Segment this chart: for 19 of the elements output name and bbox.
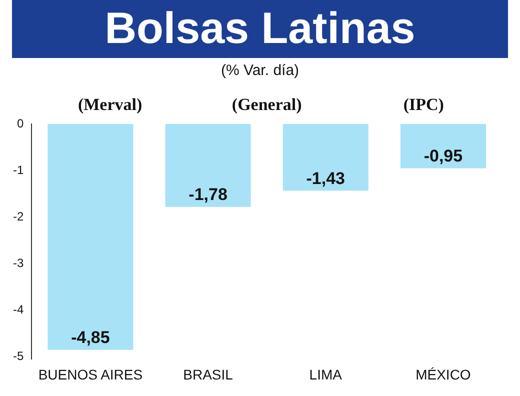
text: (General) — [232, 94, 302, 114]
x-tick-label: LIMA — [309, 366, 343, 382]
y-tick-label: -5 — [13, 349, 24, 364]
x-tick-label: BRASIL — [183, 366, 234, 382]
data-label: -0,95 — [424, 146, 463, 166]
y-tick-label: -3 — [13, 256, 24, 270]
y-tick-label: -1 — [13, 162, 24, 177]
y-tick-label: 0 — [16, 116, 24, 130]
y-tick-label: -2 — [13, 209, 24, 224]
y-tick-label: -4 — [13, 302, 24, 317]
x-tick-label: BUENOS AIRES — [38, 366, 143, 382]
text: (Merval) — [78, 94, 142, 114]
x-tick-label: MÉXICO — [416, 366, 471, 382]
chart-title: Bolsas Latinas — [12, 0, 508, 58]
data-label: -1,78 — [188, 185, 228, 204]
text: (IPC) — [403, 94, 444, 114]
chart-subtitle: (% Var. día) — [220, 62, 300, 79]
data-label: -4,85 — [71, 328, 110, 348]
data-label: -1,43 — [306, 168, 345, 188]
